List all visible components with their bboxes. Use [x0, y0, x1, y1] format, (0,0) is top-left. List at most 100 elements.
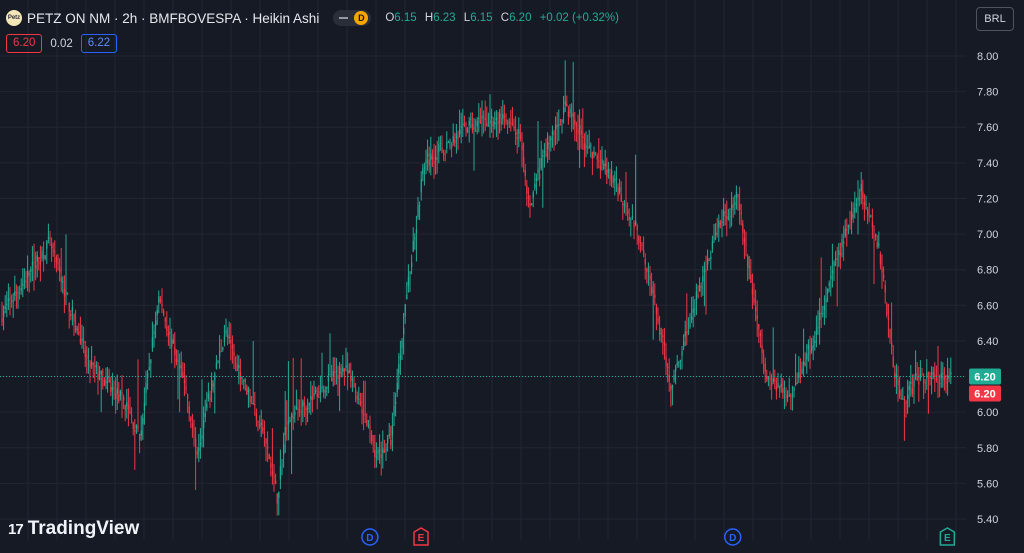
candle-body: [291, 413, 293, 418]
candle-body: [935, 378, 938, 380]
candle-body: [113, 387, 115, 389]
candle-body: [540, 158, 542, 169]
candle-body: [775, 386, 778, 391]
candle-body: [537, 168, 539, 174]
candle-body: [38, 257, 40, 260]
candle-body: [486, 123, 488, 127]
candle-body: [902, 398, 904, 400]
candle-body: [259, 424, 261, 427]
candle-body: [391, 425, 394, 436]
event-label: E: [418, 533, 425, 544]
candle-body: [6, 303, 8, 306]
candle-body: [876, 241, 878, 248]
candle-body: [239, 372, 242, 379]
candle-body: [639, 242, 642, 244]
candle-body: [367, 424, 370, 426]
candle-body: [825, 298, 827, 303]
candle-body: [755, 306, 757, 312]
candle-body: [870, 215, 872, 217]
event-label: D: [366, 533, 373, 544]
candle-body: [769, 378, 771, 381]
candle-body: [179, 364, 181, 369]
candle-body: [563, 107, 565, 114]
candle-body: [407, 276, 410, 286]
bid-price[interactable]: 6.20: [6, 34, 43, 53]
candle-body: [731, 203, 733, 211]
candle-body: [492, 121, 494, 127]
candle-body: [150, 359, 152, 364]
candle-body: [911, 387, 914, 395]
candle-body: [188, 406, 190, 415]
candle-body: [219, 350, 221, 357]
candle-body: [68, 302, 70, 312]
candle-body: [462, 123, 464, 125]
candle-body: [943, 376, 946, 381]
currency-selector[interactable]: BRL: [976, 7, 1014, 31]
candle-body: [644, 259, 646, 265]
candle-body: [662, 335, 664, 338]
candle-body: [372, 441, 374, 443]
candle-body: [761, 344, 763, 354]
price-label-box: [969, 368, 1001, 385]
candle-body: [443, 152, 445, 154]
candle-body: [321, 386, 323, 389]
candle-body: [51, 243, 53, 249]
dividend-marker: [723, 528, 742, 546]
candle-body: [281, 465, 283, 467]
candle-body: [182, 372, 184, 378]
ohlc-readout: O6.15 H6.23 L6.15 C6.20 +0.02 (+0.32%): [385, 12, 624, 24]
candle-body: [686, 332, 688, 334]
candle-body: [174, 347, 176, 356]
candle-body: [435, 156, 437, 161]
candle-body: [411, 262, 413, 268]
candle-body: [203, 421, 205, 429]
candle-body: [782, 388, 784, 393]
candle-body: [172, 339, 174, 344]
candle-body: [484, 118, 486, 121]
candle-body: [311, 397, 314, 400]
candle-body: [511, 123, 514, 125]
candle-body: [948, 376, 950, 378]
candle-body: [894, 372, 896, 379]
candle-body: [548, 142, 550, 144]
data-status-pill[interactable]: D: [333, 10, 372, 26]
candle-body: [379, 450, 381, 452]
candle-body: [204, 413, 206, 418]
candle-body: [246, 386, 248, 395]
candle-body: [809, 349, 811, 356]
symbol-title[interactable]: PETZ ON NM · 2h · BMFBOVESPA · Heikin As…: [27, 10, 320, 26]
candle-body: [883, 275, 885, 278]
candle-body: [895, 374, 898, 377]
event-label: E: [944, 533, 951, 544]
candle-body: [164, 318, 166, 322]
candle-body: [947, 375, 949, 380]
candle-body: [631, 215, 634, 218]
candle-body: [732, 205, 734, 208]
candle-body: [127, 405, 130, 410]
candle-body: [166, 326, 168, 332]
candle-body: [676, 362, 678, 366]
candle-body: [937, 381, 939, 383]
tradingview-logo[interactable]: 17 TradingView: [8, 518, 139, 540]
candle-body: [879, 253, 882, 265]
candle-body: [431, 156, 434, 160]
candle-body: [927, 372, 930, 374]
candle-body: [763, 354, 765, 356]
candle-body: [611, 170, 613, 175]
candle-body: [249, 395, 251, 403]
candle-body: [137, 426, 139, 429]
y-tick-label: 5.40: [977, 514, 998, 526]
candle-body: [108, 379, 110, 383]
ask-price[interactable]: 6.22: [80, 34, 118, 53]
candle-body: [382, 448, 384, 454]
symbol-logo[interactable]: Petz: [6, 10, 22, 26]
candle-body: [196, 451, 198, 455]
candle-body: [151, 336, 154, 349]
candle-body: [4, 306, 6, 309]
candle-body: [783, 391, 786, 393]
candle-body: [913, 379, 915, 387]
candle-body: [43, 255, 45, 259]
candle-body: [126, 401, 128, 407]
